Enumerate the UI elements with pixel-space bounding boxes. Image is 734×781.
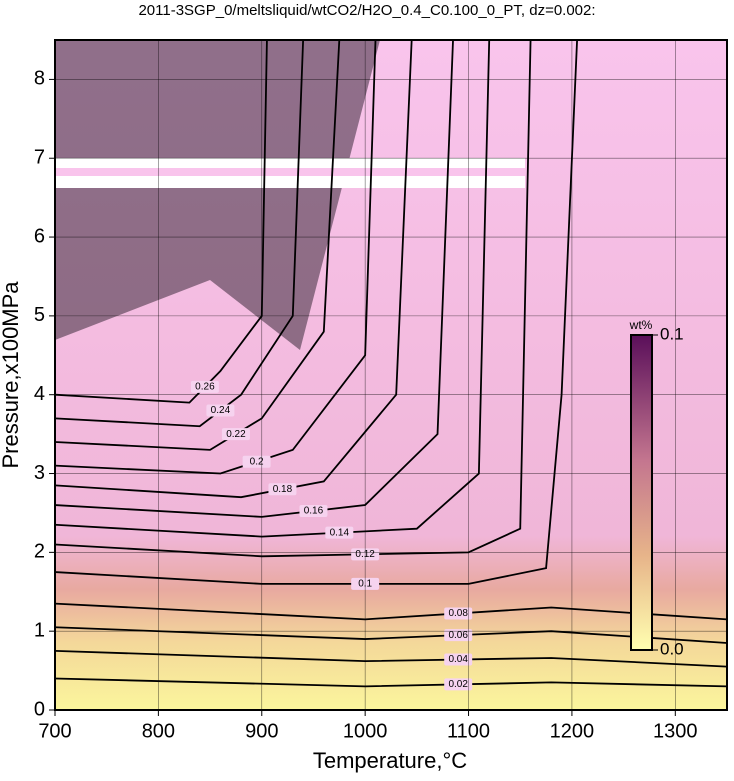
colorbar — [630, 334, 653, 651]
y-tick-label: 4 — [34, 383, 45, 405]
contour-label-bg — [444, 629, 473, 642]
contour-label: 0.18 — [273, 484, 293, 495]
contour-line — [55, 40, 578, 585]
x-tick-label: 1300 — [653, 720, 698, 742]
x-tick-label: 1100 — [447, 720, 490, 742]
contour-label: 0.22 — [226, 429, 246, 440]
contour-label-bg — [242, 455, 271, 468]
colorbar-tick-label: 0.0 — [660, 639, 684, 658]
contour-label-bg — [325, 526, 354, 539]
contour-label-bg — [444, 678, 473, 691]
contour-label: 0.06 — [448, 630, 468, 641]
y-axis-label: Pressure,x100MPa — [0, 281, 23, 469]
x-tick-label: 800 — [142, 720, 175, 742]
x-tick-label: 1200 — [550, 720, 595, 742]
y-tick-label: 5 — [34, 304, 45, 326]
contour-label: 0.26 — [195, 381, 215, 392]
x-tick-label: 900 — [245, 720, 278, 742]
dense-region — [55, 40, 380, 350]
contour-label: 0.08 — [448, 608, 468, 619]
contour-line — [55, 40, 377, 475]
contour-label-bg — [299, 504, 328, 517]
y-tick-label: 7 — [34, 147, 45, 169]
contour-label-bg — [190, 380, 219, 393]
contour-label: 0.14 — [330, 527, 350, 538]
y-tick-label: 6 — [34, 225, 45, 247]
contour-label: 0.04 — [448, 654, 468, 665]
plot-frame — [54, 39, 728, 711]
contour-label: 0.2 — [250, 456, 264, 467]
colorbar-tick-label: 0.1 — [660, 324, 684, 343]
contour-label: 0.16 — [304, 506, 324, 517]
y-tick-label: 1 — [34, 619, 45, 641]
contour-line — [55, 40, 491, 538]
contour-label-bg — [206, 404, 235, 417]
contour-label-bg — [444, 653, 473, 666]
y-tick-label: 3 — [34, 462, 45, 484]
contour-label-bg — [221, 428, 250, 441]
contour-line — [55, 40, 413, 499]
x-axis-label: Temperature,°C — [313, 748, 467, 773]
plot-area: 0.020.040.060.080.10.120.140.160.180.20.… — [55, 40, 727, 710]
x-tick-label: 1000 — [343, 720, 388, 742]
contour-line — [55, 40, 268, 404]
data-gap-stripe — [55, 168, 525, 176]
y-tick-label: 8 — [34, 68, 45, 90]
colorbar-title: wt% — [629, 318, 653, 332]
y-tick-label: 2 — [34, 541, 45, 563]
x-tick-label: 700 — [38, 720, 71, 742]
chart-title: 2011-3SGP_0/meltsliquid/wtCO2/H2O_0.4_C0… — [138, 2, 595, 19]
y-tick-label: 0 — [34, 698, 45, 720]
contour-label: 0.24 — [211, 405, 231, 416]
contour-label-bg — [268, 483, 297, 496]
contour-label-bg — [444, 607, 473, 620]
contour-label: 0.02 — [448, 679, 468, 690]
